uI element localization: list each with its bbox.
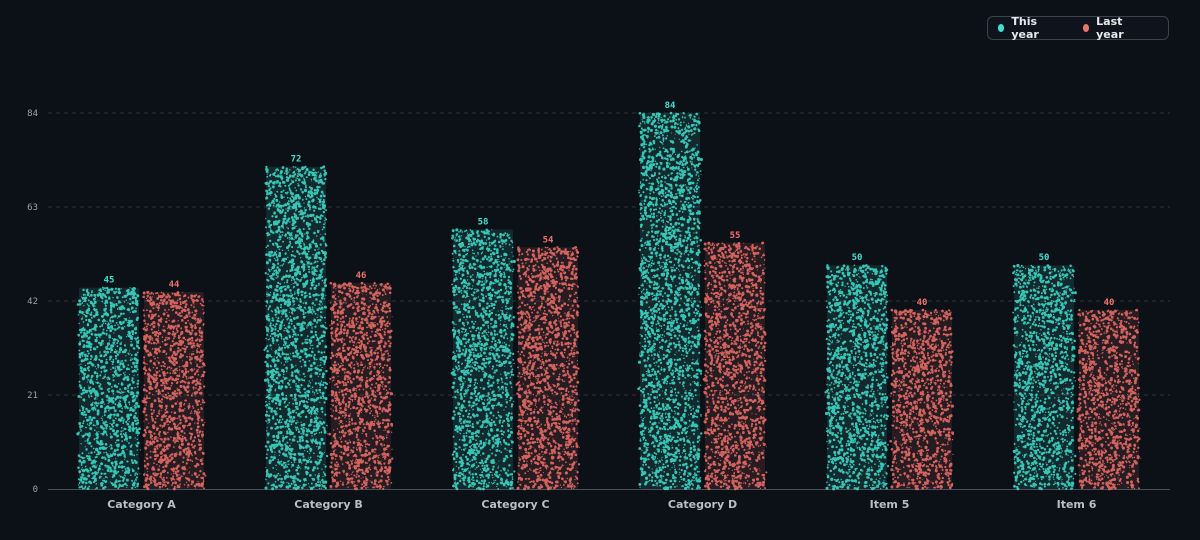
data-label: 50 <box>1039 253 1050 263</box>
bar-particles <box>450 228 516 491</box>
data-label: 72 <box>291 155 302 165</box>
data-label: 50 <box>852 253 863 263</box>
data-label: 40 <box>917 298 928 308</box>
bar-particles <box>1076 308 1141 491</box>
legend: This year Last year <box>987 15 1169 41</box>
bar-particles <box>702 241 768 491</box>
bar-last-year[interactable] <box>1076 308 1141 491</box>
legend-item-last-year[interactable]: Last year <box>1082 15 1142 41</box>
x-tick-label: Category C <box>481 498 549 511</box>
bar-this-year[interactable] <box>1012 263 1077 491</box>
bar-particles <box>637 111 703 491</box>
y-tick-label: 21 <box>27 391 38 401</box>
bar-particles <box>1012 263 1077 491</box>
y-tick-label: 63 <box>27 203 38 213</box>
labels: 0 21 42 63 84 45 44 Category A 72 46 Category B 58 5… <box>27 101 1114 511</box>
legend-item-this-year[interactable]: This year <box>998 15 1057 41</box>
bar-this-year[interactable] <box>637 111 703 491</box>
x-tick-label: Item 6 <box>1057 498 1097 511</box>
y-tick-label: 0 <box>33 485 38 495</box>
bar-particles <box>76 286 141 490</box>
data-label: 58 <box>478 217 489 227</box>
data-label: 45 <box>104 276 115 286</box>
bar-particles <box>515 246 581 491</box>
data-label: 46 <box>356 271 367 281</box>
data-label: 54 <box>543 235 554 245</box>
bar-particles <box>824 264 890 491</box>
legend-label-last-year: Last year <box>1096 15 1124 41</box>
bar-particles <box>889 308 955 491</box>
data-label: 55 <box>730 231 741 241</box>
bars <box>76 111 1141 491</box>
bar-this-year[interactable] <box>263 165 329 491</box>
x-tick-label: Category D <box>668 498 737 511</box>
data-label: 84 <box>665 101 676 111</box>
legend-swatch-this-year <box>998 24 1005 32</box>
legend-swatch-last-year <box>1082 24 1090 32</box>
bar-last-year[interactable] <box>889 308 955 491</box>
bar-particles <box>263 165 329 491</box>
x-tick-label: Item 5 <box>870 498 910 511</box>
x-tick-label: Category A <box>107 498 176 511</box>
bar-this-year[interactable] <box>76 286 141 490</box>
bar-particles <box>328 281 394 491</box>
data-label: 44 <box>169 280 180 290</box>
bar-this-year[interactable] <box>450 228 516 491</box>
bar-last-year[interactable] <box>141 290 207 491</box>
legend-label-this-year: This year <box>1011 15 1039 41</box>
data-label: 40 <box>1104 298 1115 308</box>
gridlines <box>48 112 1170 490</box>
bar-this-year[interactable] <box>824 264 890 491</box>
bar-last-year[interactable] <box>515 246 581 491</box>
bar-particles <box>141 290 207 491</box>
bar-last-year[interactable] <box>702 241 768 491</box>
bar-last-year[interactable] <box>328 281 394 491</box>
y-tick-label: 42 <box>27 297 38 307</box>
y-tick-label: 84 <box>27 109 38 119</box>
x-tick-label: Category B <box>294 498 362 511</box>
